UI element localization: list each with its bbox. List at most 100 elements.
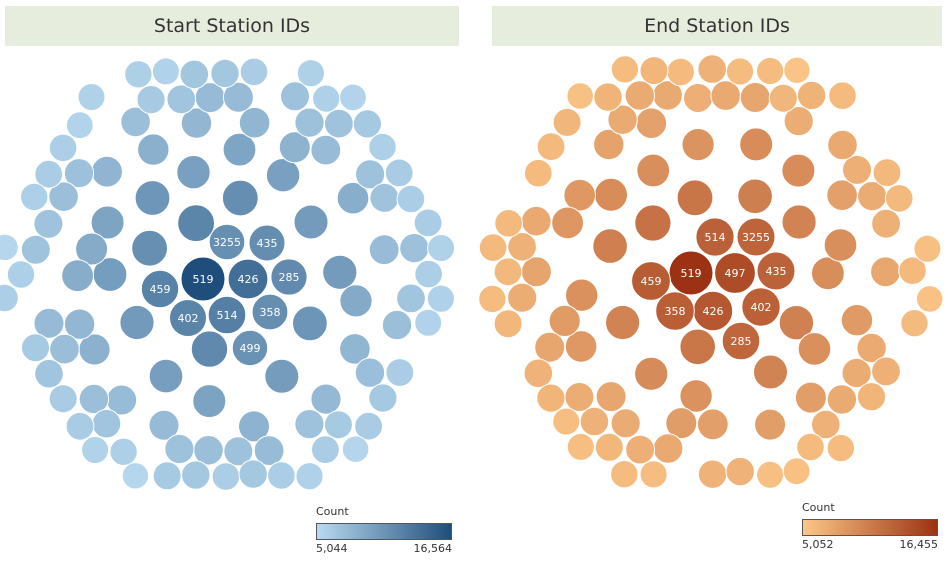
bubble[interactable] [756,56,785,86]
bubble[interactable] [871,208,902,239]
bubble[interactable] [564,330,598,363]
bubble[interactable] [884,184,914,213]
bubble[interactable] [493,309,523,339]
bubble[interactable] [152,461,182,491]
bubble[interactable] [552,107,582,137]
bubble[interactable] [238,106,271,139]
bubble[interactable] [49,333,80,365]
bubble[interactable] [396,184,426,214]
bubble-station-435[interactable] [756,251,796,291]
bubble[interactable] [90,205,125,240]
bubble-station-514[interactable] [695,217,735,257]
bubble[interactable] [381,309,413,341]
bubble-station-285[interactable] [721,321,761,361]
bubble[interactable] [610,408,641,439]
bubble[interactable] [625,434,656,465]
bubble[interactable] [0,283,19,313]
bubble[interactable] [137,133,170,166]
bubble[interactable] [253,435,285,467]
bubble[interactable] [594,432,624,462]
bubble[interactable] [681,128,715,162]
bubble[interactable] [192,384,227,419]
bubble[interactable] [355,159,386,190]
bubble-station-285[interactable] [270,258,308,296]
bubble[interactable] [826,179,858,211]
bubble[interactable] [783,106,814,137]
bubble[interactable] [494,209,523,238]
bubble[interactable] [753,354,788,390]
bubble[interactable] [48,181,79,212]
bubble[interactable] [593,128,625,161]
bubble[interactable] [20,182,49,212]
bubble[interactable] [81,436,110,464]
bubble[interactable] [856,332,887,364]
bubble[interactable] [856,382,887,412]
bubble[interactable] [725,57,755,86]
bubble[interactable] [294,409,325,440]
bubble[interactable] [634,356,669,391]
bubble[interactable] [781,153,816,188]
bubble[interactable] [778,305,815,341]
bubble[interactable] [739,82,771,113]
bubble[interactable] [119,304,155,341]
bubble[interactable] [61,259,94,293]
bubble[interactable] [493,257,523,287]
bubble[interactable] [166,84,197,115]
bubble[interactable] [566,82,594,110]
bubble[interactable] [520,256,552,288]
bubble[interactable] [536,132,566,162]
bubble[interactable] [322,254,358,290]
bubble-station-514[interactable] [207,295,247,335]
bubble[interactable] [65,411,95,441]
bubble[interactable] [109,437,138,466]
bubble[interactable] [310,383,342,415]
bubble[interactable] [796,432,825,462]
bubble[interactable] [610,460,639,489]
bubble[interactable] [605,304,641,341]
bubble[interactable] [913,234,942,263]
bubble[interactable] [211,462,241,491]
bubble[interactable] [523,358,554,389]
bubble[interactable] [151,57,180,86]
bubble[interactable] [592,228,628,264]
bubble[interactable] [180,107,213,139]
bubble-station-3255[interactable] [736,217,776,257]
bubble[interactable] [148,409,180,441]
bubble[interactable] [369,182,400,213]
bubble[interactable] [551,206,584,240]
bubble[interactable] [134,180,171,216]
bubble[interactable] [78,383,110,415]
bubble[interactable] [354,357,386,388]
bubble[interactable] [593,82,623,112]
bubble[interactable] [136,85,166,115]
bubble[interactable] [396,283,426,314]
bubble-station-402[interactable] [741,287,781,327]
bubble[interactable] [563,178,596,212]
bubble[interactable] [91,408,122,439]
bubble[interactable] [635,107,668,139]
bubble[interactable] [478,233,508,262]
bubble[interactable] [900,309,929,338]
bubble[interactable] [311,435,340,465]
bubble[interactable] [20,234,51,265]
bubble[interactable] [33,208,64,239]
bubble[interactable] [811,256,845,291]
bubble[interactable] [413,208,443,238]
bubble[interactable] [725,456,755,487]
bubble[interactable] [239,57,269,87]
bubble-station-519[interactable] [180,256,226,302]
bubble-station-499[interactable] [231,329,269,367]
bubble-station-435[interactable] [248,224,286,262]
bubble[interactable] [221,179,259,217]
bubble[interactable] [823,228,858,262]
bubble-station-497[interactable] [714,252,756,294]
bubble[interactable] [507,232,537,262]
bubble[interactable] [579,406,610,437]
bubble[interactable] [781,204,817,240]
bubble[interactable] [624,80,656,111]
bubble[interactable] [77,83,106,111]
bubble[interactable] [131,229,169,267]
bubble[interactable] [536,383,566,413]
bubble[interactable] [915,285,944,313]
bubble[interactable] [223,436,254,467]
